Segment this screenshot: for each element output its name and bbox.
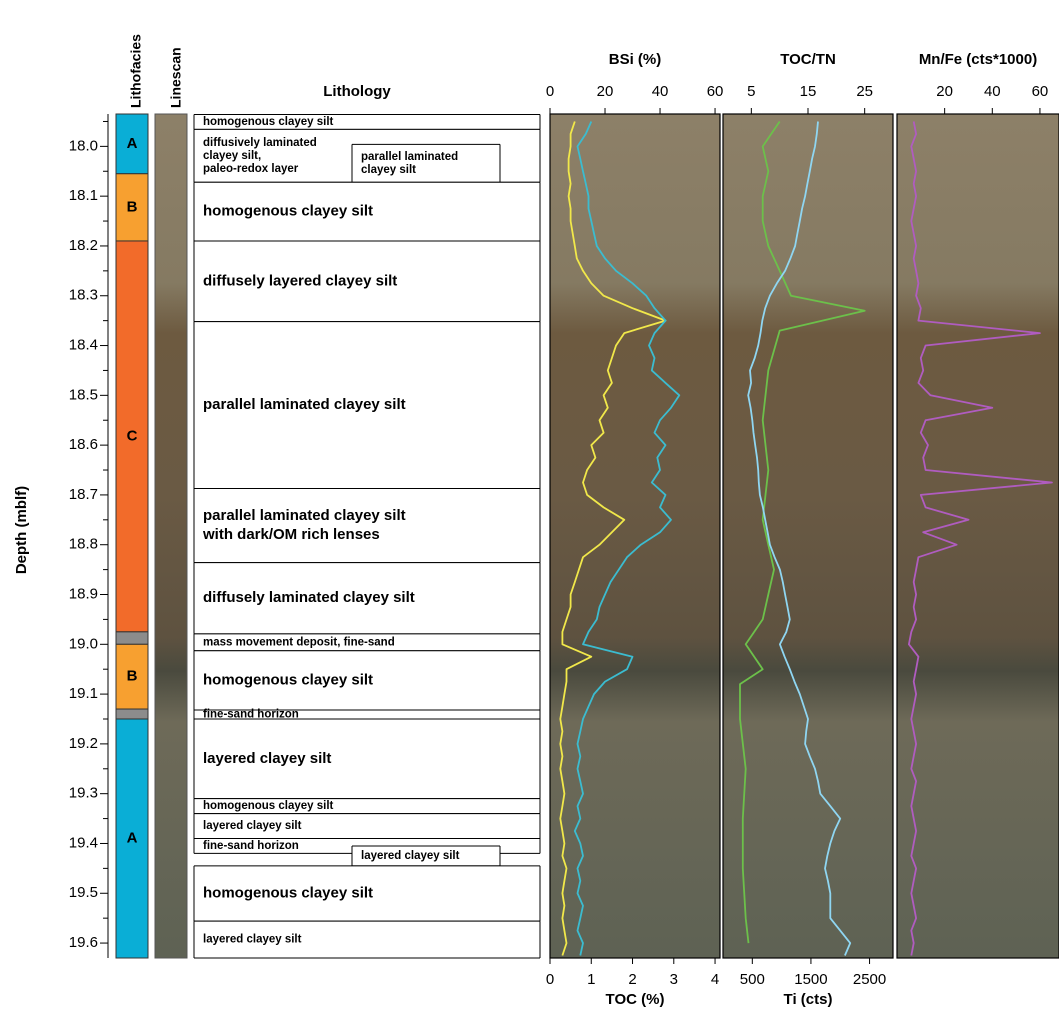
axis-title: TOC/TN [780,51,836,68]
lithology-label: clayey silt [361,164,416,176]
facies-label: A [127,135,138,152]
x-tick-label: 20 [936,83,953,100]
core-log-figure: Depth (mblf) Lithofacies Linescan Lithol… [0,0,1059,1013]
y-tick-label: 19.5 [69,884,98,901]
axis-title: TOC (%) [606,991,665,1008]
x-tick-label: 4 [711,971,719,988]
lithology-label: layered clayey silt [203,750,331,767]
y-tick-label: 18.0 [69,137,98,154]
facies-label: B [127,198,138,215]
y-tick-label: 19.6 [69,934,98,951]
lithology-label: homogenous clayey silt [203,203,373,220]
y-tick-label: 19.4 [69,834,98,851]
lithology-label: diffusely laminated clayey silt [203,589,415,606]
lithology-label: homogenous clayey silt [203,671,373,688]
facies-block [116,709,148,719]
axis-title: BSi (%) [609,51,662,68]
lithology-label: diffusely layered clayey silt [203,272,397,289]
column-title: Lithofacies [128,34,144,108]
x-tick-label: 1 [587,971,595,988]
x-tick-label: 25 [856,83,873,100]
lithology-label: fine-sand horizon [203,840,299,852]
y-tick-label: 18.5 [69,386,98,403]
x-tick-label: 40 [984,83,1001,100]
x-tick-label: 3 [670,971,678,988]
x-tick-label: 2 [628,971,636,988]
lithology-label: homogenous clayey silt [203,884,373,901]
lithology-label: diffusively laminated [203,137,317,149]
y-tick-label: 18.1 [69,187,98,204]
lithology-label: paleo-redox layer [203,163,299,175]
lithology-label: parallel laminated [361,151,458,163]
core-image [723,114,893,958]
axis-title: Ti (cts) [784,991,833,1008]
lithology-label: homogenous clayey silt [203,800,334,812]
lithology-label: layered clayey silt [361,850,460,862]
y-tick-label: 18.3 [69,287,98,304]
y-axis-title: Depth (mblf) [13,486,30,574]
column-title: Linescan [168,47,184,108]
lithology-label: homogenous clayey silt [203,116,334,128]
y-tick-label: 19.2 [69,735,98,752]
y-tick-label: 18.4 [69,337,98,354]
lithology-label: parallel laminated clayey silt [203,507,406,524]
x-tick-label: 5 [747,83,755,100]
y-tick-label: 18.7 [69,486,98,503]
lithology-label: clayey silt, [203,150,261,162]
y-tick-label: 19.3 [69,785,98,802]
column-title: Lithology [323,83,391,100]
y-tick-label: 19.0 [69,635,98,652]
lithology-label: with dark/OM rich lenses [202,526,380,543]
facies-label: A [127,829,138,846]
core-image [897,114,1059,958]
x-tick-label: 60 [1032,83,1049,100]
y-tick-label: 19.1 [69,685,98,702]
x-tick-label: 40 [652,83,669,100]
x-tick-label: 15 [800,83,817,100]
facies-label: B [127,668,138,685]
lithology-label: parallel laminated clayey silt [203,396,406,413]
x-tick-label: 2500 [853,971,886,988]
x-tick-label: 0 [546,83,554,100]
x-tick-label: 500 [740,971,765,988]
lithology-label: layered clayey silt [203,820,302,832]
facies-label: C [127,427,138,444]
x-tick-label: 60 [707,83,724,100]
x-tick-label: 1500 [794,971,827,988]
axis-title: Mn/Fe (cts*1000) [919,51,1037,68]
y-tick-label: 18.8 [69,536,98,553]
y-tick-label: 18.2 [69,237,98,254]
facies-block [116,632,148,644]
x-tick-label: 20 [597,83,614,100]
y-tick-label: 18.9 [69,585,98,602]
x-tick-label: 0 [546,971,554,988]
linescan-image [155,114,187,958]
lithology-label: layered clayey silt [203,934,302,946]
y-tick-label: 18.6 [69,436,98,453]
lithology-label: mass movement deposit, fine-sand [203,636,395,648]
